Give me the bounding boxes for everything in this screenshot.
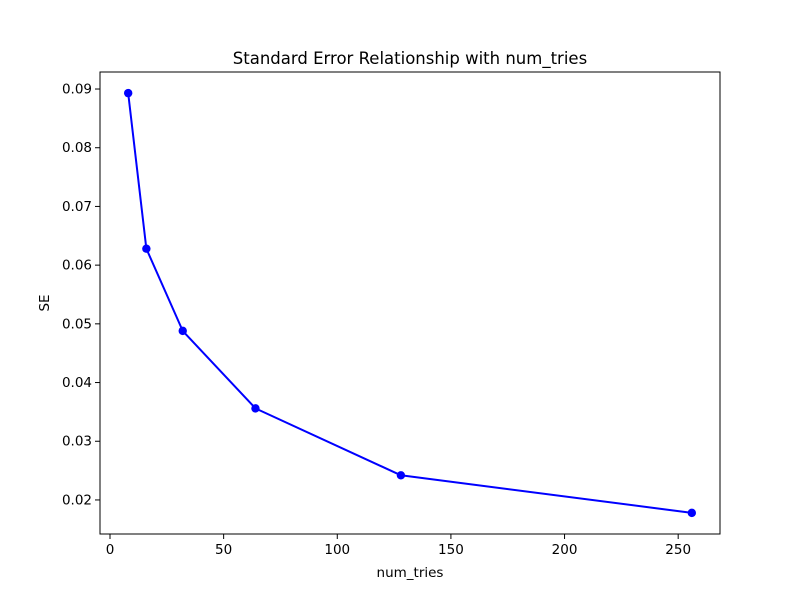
y-axis-label: SE xyxy=(37,294,53,311)
y-tick-label: 0.02 xyxy=(62,492,92,508)
data-point xyxy=(687,508,697,518)
y-tick-label: 0.08 xyxy=(62,140,92,156)
y-tick-label: 0.05 xyxy=(62,316,92,332)
y-tick-label: 0.09 xyxy=(62,82,92,98)
x-axis-label: num_tries xyxy=(377,565,444,581)
series-line xyxy=(127,93,692,514)
axes-spines xyxy=(99,71,721,535)
data-point xyxy=(142,244,151,253)
data-point xyxy=(251,404,260,413)
data-point xyxy=(178,326,187,336)
x-tick-label: 250 xyxy=(665,542,691,558)
x-tick-label: 200 xyxy=(552,542,578,558)
plot-area: 0 50 100 150 200 250 0.02 0.03 0.04 0.05 0.06 0.07 0… xyxy=(62,71,721,558)
y-tick-label: 0.06 xyxy=(62,258,92,274)
x-tick-label: 100 xyxy=(324,542,350,558)
data-point xyxy=(123,88,133,98)
y-tick-label: 0.04 xyxy=(62,375,92,391)
x-tick-label: 50 xyxy=(215,542,232,558)
x-tick-label: 0 xyxy=(106,542,115,558)
y-tick-label: 0.03 xyxy=(62,434,92,450)
chart-title: Standard Error Relationship with num_tri… xyxy=(233,49,587,69)
data-point xyxy=(396,471,406,480)
y-tick-label: 0.07 xyxy=(62,199,92,215)
x-tick-label: 150 xyxy=(438,542,464,558)
